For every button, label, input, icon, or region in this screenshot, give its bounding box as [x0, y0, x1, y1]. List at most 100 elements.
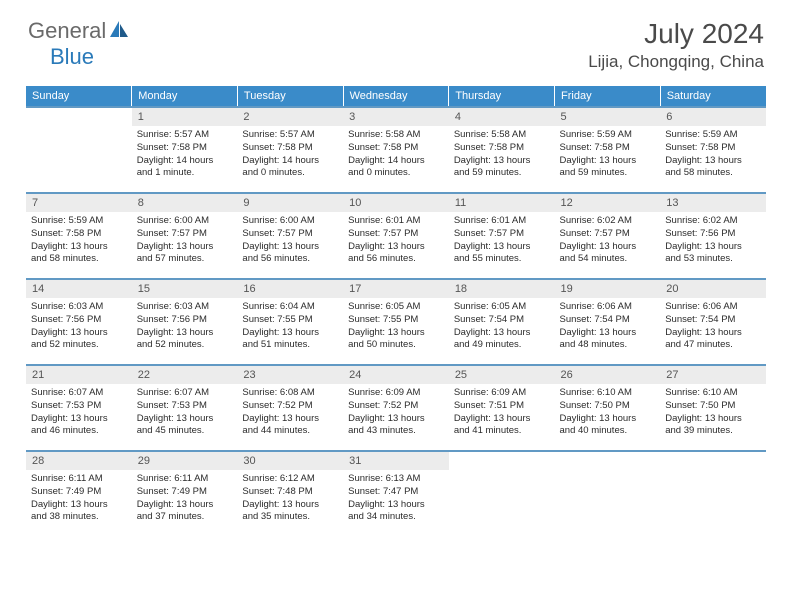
day-cell: 10Sunrise: 6:01 AMSunset: 7:57 PMDayligh…	[343, 193, 449, 279]
day-number: 10	[343, 194, 449, 212]
day-line: Sunrise: 6:07 AM	[31, 387, 127, 400]
day-cell: 5Sunrise: 5:59 AMSunset: 7:58 PMDaylight…	[555, 107, 661, 193]
day-number: 31	[343, 452, 449, 470]
day-line: Sunrise: 6:08 AM	[242, 387, 338, 400]
day-cell: 27Sunrise: 6:10 AMSunset: 7:50 PMDayligh…	[660, 365, 766, 451]
day-content: Sunrise: 5:59 AMSunset: 7:58 PMDaylight:…	[660, 126, 766, 182]
calendar-table: Sunday Monday Tuesday Wednesday Thursday…	[26, 86, 766, 537]
day-content: Sunrise: 5:58 AMSunset: 7:58 PMDaylight:…	[343, 126, 449, 182]
day-line: Sunset: 7:58 PM	[137, 142, 233, 155]
day-line: Daylight: 13 hours	[560, 155, 656, 168]
day-header: Sunday	[26, 86, 132, 107]
month-title: July 2024	[588, 18, 764, 50]
day-number: 8	[132, 194, 238, 212]
day-cell: 15Sunrise: 6:03 AMSunset: 7:56 PMDayligh…	[132, 279, 238, 365]
day-cell: 25Sunrise: 6:09 AMSunset: 7:51 PMDayligh…	[449, 365, 555, 451]
day-number: 15	[132, 280, 238, 298]
day-line: Sunset: 7:57 PM	[137, 228, 233, 241]
day-cell: 8Sunrise: 6:00 AMSunset: 7:57 PMDaylight…	[132, 193, 238, 279]
day-line: Daylight: 13 hours	[31, 327, 127, 340]
day-line: Sunrise: 6:09 AM	[454, 387, 550, 400]
day-header: Friday	[555, 86, 661, 107]
day-line: and 57 minutes.	[137, 253, 233, 266]
day-line: Sunset: 7:58 PM	[665, 142, 761, 155]
day-line: and 51 minutes.	[242, 339, 338, 352]
day-line: Sunset: 7:58 PM	[454, 142, 550, 155]
day-line: Sunrise: 5:57 AM	[242, 129, 338, 142]
day-number: 22	[132, 366, 238, 384]
day-line: and 58 minutes.	[31, 253, 127, 266]
day-content: Sunrise: 6:03 AMSunset: 7:56 PMDaylight:…	[132, 298, 238, 354]
day-line: Sunrise: 6:06 AM	[560, 301, 656, 314]
day-line: and 47 minutes.	[665, 339, 761, 352]
day-number: 17	[343, 280, 449, 298]
day-number: 28	[26, 452, 132, 470]
day-content: Sunrise: 6:02 AMSunset: 7:56 PMDaylight:…	[660, 212, 766, 268]
day-line: and 52 minutes.	[137, 339, 233, 352]
location: Lijia, Chongqing, China	[588, 52, 764, 72]
day-line: Daylight: 14 hours	[137, 155, 233, 168]
day-cell: 23Sunrise: 6:08 AMSunset: 7:52 PMDayligh…	[237, 365, 343, 451]
day-line: and 34 minutes.	[348, 511, 444, 524]
day-number: 19	[555, 280, 661, 298]
day-line: Sunrise: 6:05 AM	[454, 301, 550, 314]
day-line: Sunset: 7:52 PM	[242, 400, 338, 413]
day-line: Sunset: 7:58 PM	[31, 228, 127, 241]
day-number: 1	[132, 108, 238, 126]
day-line: and 55 minutes.	[454, 253, 550, 266]
day-line: and 49 minutes.	[454, 339, 550, 352]
day-number	[555, 452, 661, 458]
day-line: Sunset: 7:53 PM	[137, 400, 233, 413]
day-cell: 28Sunrise: 6:11 AMSunset: 7:49 PMDayligh…	[26, 451, 132, 537]
day-content: Sunrise: 6:06 AMSunset: 7:54 PMDaylight:…	[660, 298, 766, 354]
day-line: Daylight: 13 hours	[348, 499, 444, 512]
day-line: Daylight: 13 hours	[137, 413, 233, 426]
day-content: Sunrise: 5:59 AMSunset: 7:58 PMDaylight:…	[26, 212, 132, 268]
day-line: Daylight: 14 hours	[348, 155, 444, 168]
day-cell	[26, 107, 132, 193]
logo: General	[28, 18, 132, 44]
day-content: Sunrise: 6:10 AMSunset: 7:50 PMDaylight:…	[660, 384, 766, 440]
day-header: Thursday	[449, 86, 555, 107]
day-content: Sunrise: 6:12 AMSunset: 7:48 PMDaylight:…	[237, 470, 343, 526]
day-line: Sunrise: 6:10 AM	[560, 387, 656, 400]
day-line: Sunrise: 6:01 AM	[348, 215, 444, 228]
day-cell: 17Sunrise: 6:05 AMSunset: 7:55 PMDayligh…	[343, 279, 449, 365]
day-line: Sunrise: 6:03 AM	[31, 301, 127, 314]
day-cell: 19Sunrise: 6:06 AMSunset: 7:54 PMDayligh…	[555, 279, 661, 365]
day-line: and 40 minutes.	[560, 425, 656, 438]
day-number: 14	[26, 280, 132, 298]
day-line: Sunrise: 5:59 AM	[31, 215, 127, 228]
day-line: and 59 minutes.	[454, 167, 550, 180]
day-line: Daylight: 13 hours	[560, 241, 656, 254]
day-line: and 52 minutes.	[31, 339, 127, 352]
logo-sail-icon	[108, 19, 130, 44]
day-header: Tuesday	[237, 86, 343, 107]
day-line: Sunset: 7:57 PM	[560, 228, 656, 241]
day-number: 29	[132, 452, 238, 470]
day-line: Sunset: 7:52 PM	[348, 400, 444, 413]
day-number: 23	[237, 366, 343, 384]
day-number: 24	[343, 366, 449, 384]
day-header: Monday	[132, 86, 238, 107]
day-line: Sunrise: 6:02 AM	[665, 215, 761, 228]
day-line: Sunrise: 6:00 AM	[242, 215, 338, 228]
day-line: Sunset: 7:54 PM	[560, 314, 656, 327]
day-line: Sunset: 7:57 PM	[348, 228, 444, 241]
day-line: Daylight: 13 hours	[348, 241, 444, 254]
day-line: Daylight: 13 hours	[242, 327, 338, 340]
logo-row2: Blue	[28, 44, 94, 70]
day-number	[449, 452, 555, 458]
day-line: Sunset: 7:49 PM	[137, 486, 233, 499]
day-number: 20	[660, 280, 766, 298]
day-content: Sunrise: 6:08 AMSunset: 7:52 PMDaylight:…	[237, 384, 343, 440]
day-line: Sunset: 7:58 PM	[242, 142, 338, 155]
day-cell: 16Sunrise: 6:04 AMSunset: 7:55 PMDayligh…	[237, 279, 343, 365]
day-number	[26, 108, 132, 114]
day-content: Sunrise: 6:01 AMSunset: 7:57 PMDaylight:…	[343, 212, 449, 268]
day-line: Daylight: 13 hours	[242, 241, 338, 254]
day-line: Sunrise: 6:13 AM	[348, 473, 444, 486]
week-row: 14Sunrise: 6:03 AMSunset: 7:56 PMDayligh…	[26, 279, 766, 365]
day-cell: 18Sunrise: 6:05 AMSunset: 7:54 PMDayligh…	[449, 279, 555, 365]
day-line: and 46 minutes.	[31, 425, 127, 438]
